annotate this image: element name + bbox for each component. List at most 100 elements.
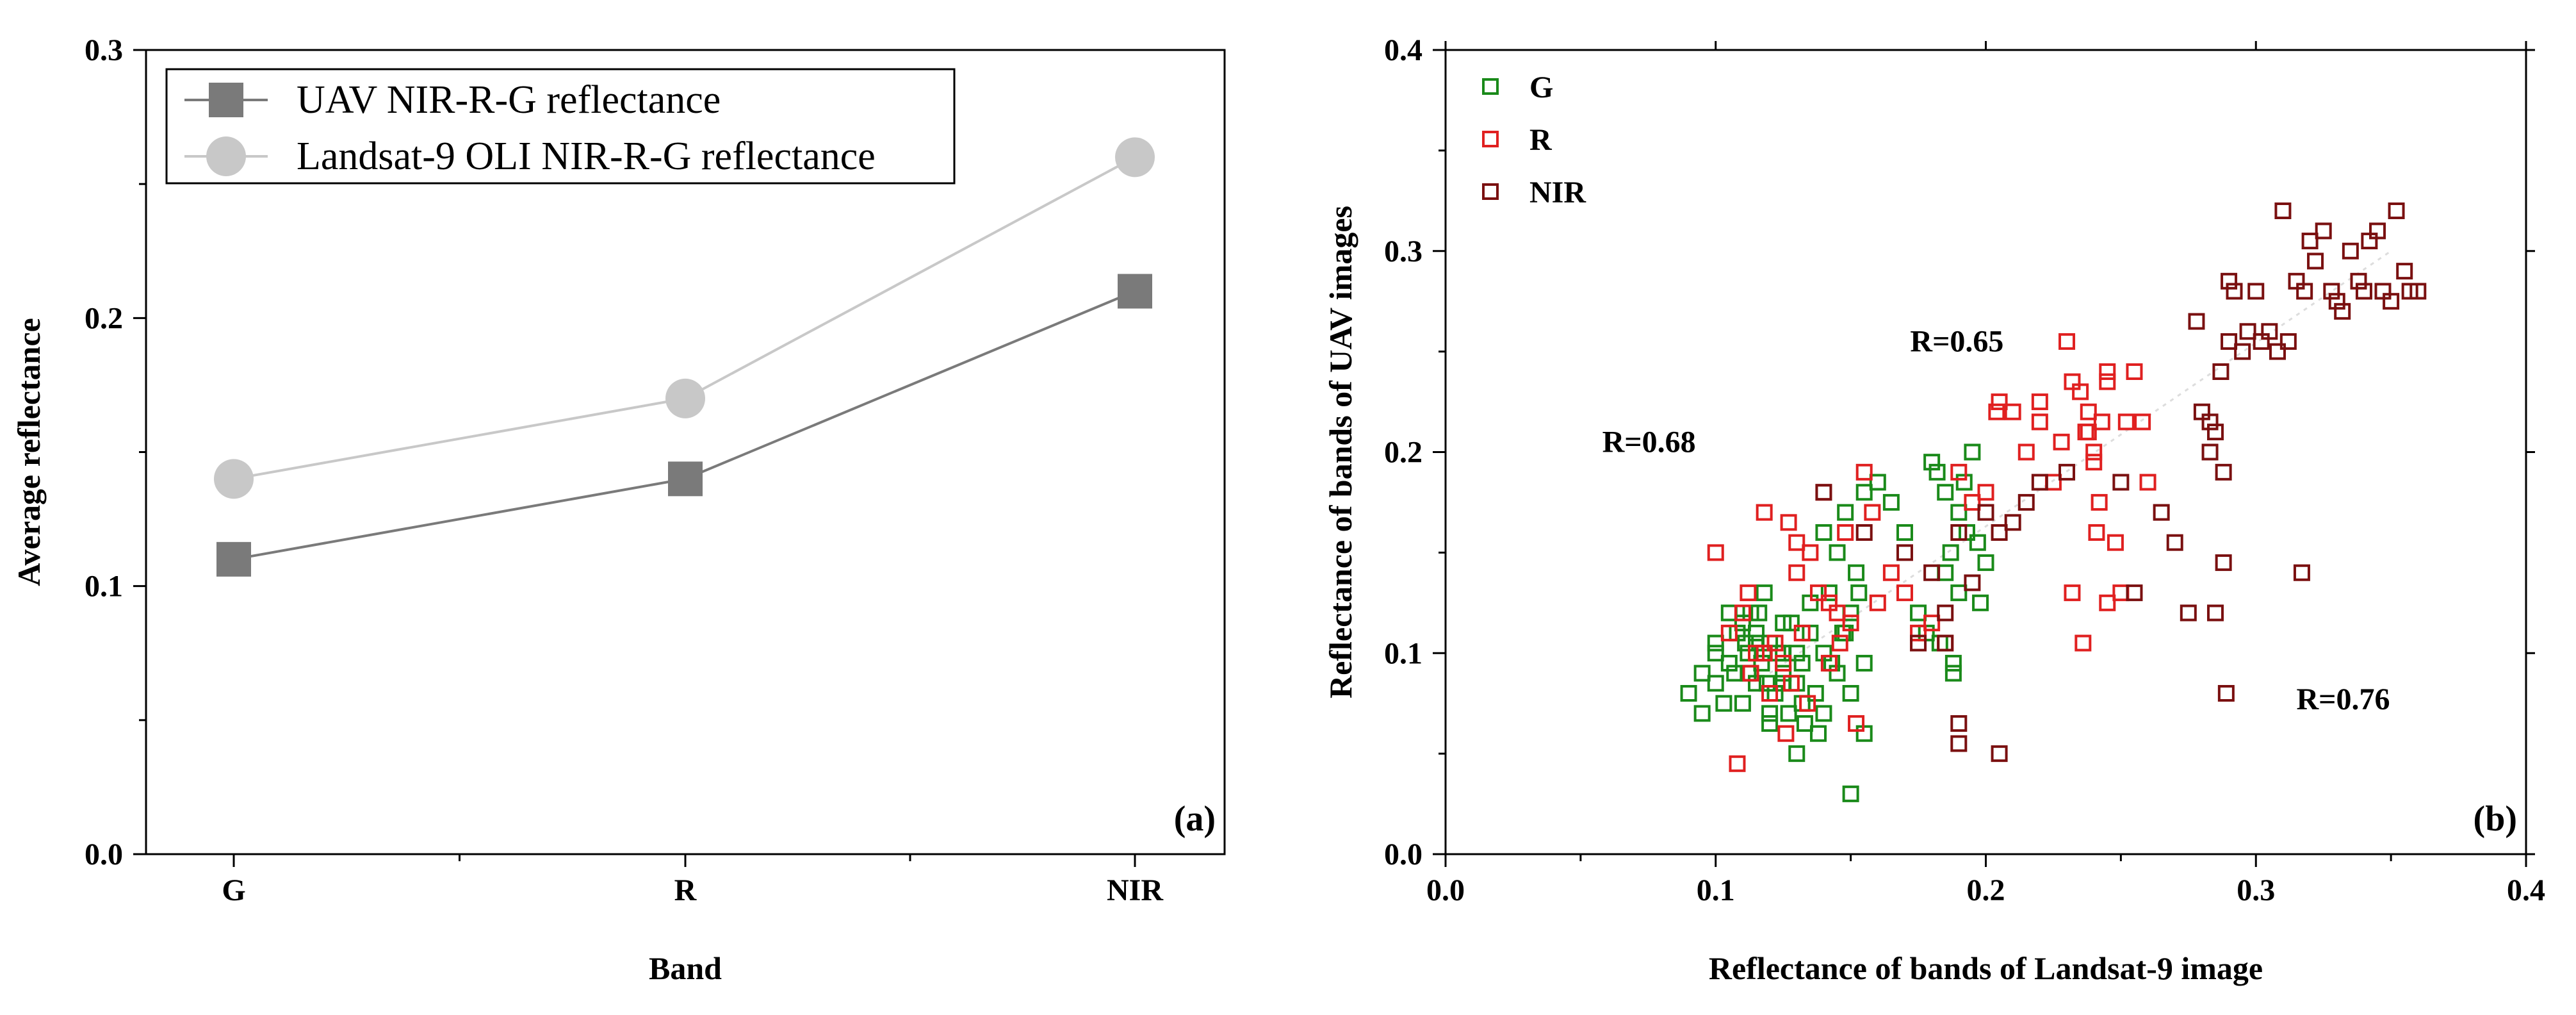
scatter-point-g [1796, 715, 1813, 732]
scatter-point-g [1842, 604, 1859, 622]
scatter-point-g [1815, 524, 1832, 541]
scatter-point-g [1928, 463, 1946, 481]
scatter-point-r [1802, 544, 1819, 561]
scatter-point-r [2093, 413, 2110, 431]
scatter-point-r [2075, 634, 2092, 652]
x-tick-label-b: 0.0 [1426, 873, 1465, 907]
scatter-point-g [1761, 705, 1779, 722]
scatter-point-r [1775, 654, 1792, 672]
scatter-point-r [2099, 373, 2116, 390]
scatter-point-nir [2153, 504, 2170, 521]
scatter-point-r [2085, 454, 2103, 471]
scatter-point-g [1680, 685, 1697, 702]
scatter-point-r [1950, 463, 1968, 481]
scatter-point-nir [2215, 554, 2232, 572]
scatter-point-r [2085, 443, 2103, 461]
scatter-point-nir [2018, 493, 2035, 511]
series-line-0 [233, 290, 1136, 561]
scatter-point-g [1896, 524, 1913, 541]
scatter-point-r [1991, 393, 2008, 411]
scatter-point-r [1756, 645, 1773, 662]
legend-label-0: UAV NIR-R-G reflectance [297, 78, 721, 122]
scatter-point-nir [2180, 604, 2197, 622]
scatter-point-g [1855, 654, 1873, 672]
y-tick-label-a: 0.1 [85, 570, 123, 604]
scatter-point-r [2091, 493, 2108, 511]
scatter-point-r [1720, 624, 1738, 641]
scatter-point-r [2134, 413, 2151, 431]
scatter-point-r [1910, 624, 1927, 641]
scatter-point-nir [2269, 343, 2286, 360]
scatter-point-nir [1991, 524, 2008, 541]
scatter-point-g [1693, 705, 1711, 722]
scatter-point-g [1734, 615, 1751, 632]
scatter-point-g [1734, 695, 1751, 712]
y-tick-label-a: 0.0 [85, 838, 123, 871]
scatter-point-nir [2261, 323, 2278, 340]
scatter-point-r [2053, 433, 2070, 450]
scatter-point-r [1799, 695, 1816, 712]
scatter-point-nir [2206, 604, 2224, 622]
scatter-point-r [1855, 463, 1873, 481]
scatter-point-r [1756, 504, 1773, 521]
fit-line-b [1769, 250, 2392, 674]
scatter-point-nir [1950, 715, 1968, 732]
scatter-point-nir [2388, 202, 2405, 219]
scatter-point-r [1977, 484, 1994, 501]
scatter-point-g [1955, 474, 1973, 491]
scatter-point-r [1734, 604, 1751, 622]
y-tick-label-a: 0.2 [85, 301, 123, 335]
x-tick-label-a: NIR [1107, 873, 1164, 907]
scatter-point-nir [2126, 584, 2143, 602]
scatter-point-g [1950, 504, 1968, 521]
y-axis-label-a: Average reflectance [11, 318, 47, 586]
scatter-point-r [1777, 725, 1795, 742]
scatter-point-nir [2031, 474, 2048, 491]
scatter-point-r [2058, 333, 2076, 350]
scatter-point-nir [2004, 514, 2021, 531]
data-point-uav [216, 541, 251, 577]
scatter-point-nir [2226, 283, 2243, 300]
scatter-point-r [2117, 413, 2135, 431]
scatter-point-nir [2328, 293, 2345, 310]
legend-marker-square [209, 83, 243, 117]
scatter-point-r [1788, 534, 1806, 551]
y-tick-label-b: 0.1 [1384, 636, 1423, 670]
scatter-point-r [2080, 403, 2097, 420]
scatter-point-r [1820, 654, 1838, 672]
scatter-point-nir [1896, 544, 1913, 561]
scatter-point-r [1729, 755, 1746, 772]
scatter-point-r [1740, 584, 1757, 602]
scatter-point-nir [2188, 313, 2205, 330]
data-point-landsat [665, 378, 705, 418]
scatter-point-g [1977, 554, 1994, 572]
scatter-point-nir [2206, 424, 2224, 441]
data-point-landsat [214, 459, 254, 499]
scatter-point-r [1869, 594, 1886, 611]
scatter-point-nir [2058, 463, 2076, 481]
scatter-point-g [1829, 544, 1846, 561]
scatter-point-nir [2221, 333, 2238, 350]
scatter-point-g [1950, 584, 1968, 602]
correlation-annotation-2: R=0.76 [2297, 682, 2390, 716]
scatter-point-nir [1815, 484, 1832, 501]
scatter-point-g [1750, 604, 1768, 622]
scatter-point-g [1972, 594, 1989, 611]
scatter-point-g [1793, 654, 1811, 672]
scatter-point-nir [2221, 272, 2238, 290]
legend-label-nir: NIR [1529, 176, 1586, 210]
scatter-point-nir [2334, 302, 2351, 320]
scatter-point-r [1810, 584, 1827, 602]
scatter-point-nir [1910, 634, 1927, 652]
scatter-point-g [1707, 634, 1724, 652]
scatter-point-nir [2201, 413, 2219, 431]
scatter-point-g [1969, 534, 1986, 551]
legend-label-1: Landsat-9 OLI NIR-R-G reflectance [297, 135, 876, 178]
scatter-point-nir [1950, 524, 1968, 541]
scatter-point-r [2112, 584, 2130, 602]
scatter-point-g [1964, 443, 1981, 461]
scatter-point-nir [2307, 252, 2324, 270]
scatter-point-nir [1855, 524, 1873, 541]
